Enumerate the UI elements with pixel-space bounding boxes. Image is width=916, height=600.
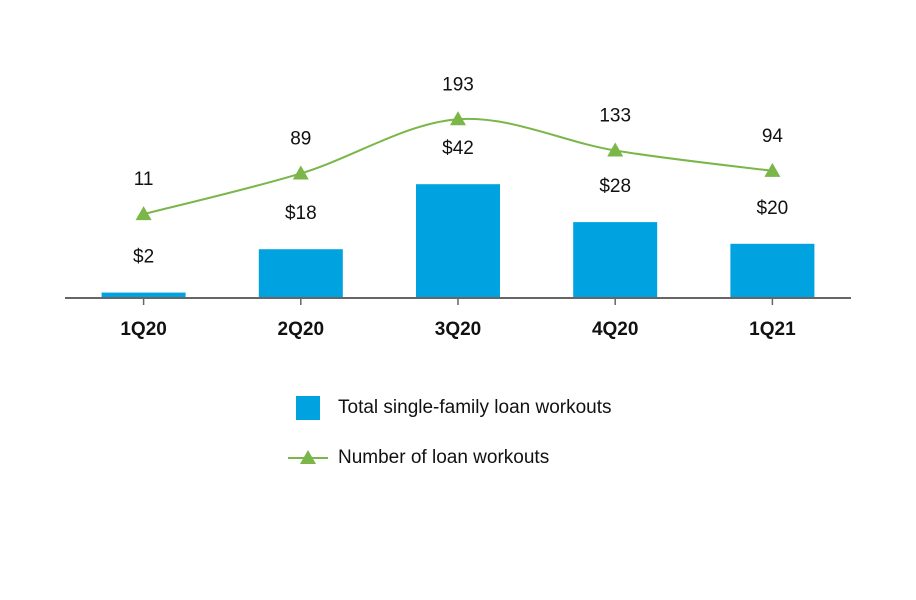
- line-marker: [450, 111, 466, 126]
- legend-marker: [300, 450, 316, 464]
- bar: [573, 222, 658, 298]
- bar-value-label: $18: [285, 203, 317, 224]
- x-tick-label: 1Q20: [120, 319, 166, 340]
- line-value-label: 133: [599, 106, 631, 127]
- bar: [258, 249, 343, 298]
- x-tick-label: 4Q20: [592, 319, 638, 340]
- bar-value-label: $28: [599, 176, 631, 197]
- line-marker: [135, 206, 152, 221]
- line-value-label: 193: [442, 74, 474, 95]
- legend-label: Number of loan workouts: [338, 447, 549, 468]
- line-value-label: 89: [290, 128, 311, 149]
- bar: [730, 243, 815, 298]
- bar-value-label: $20: [757, 198, 789, 219]
- x-tick-label: 1Q21: [749, 319, 796, 340]
- line-marker: [607, 142, 624, 157]
- x-tick-label: 3Q20: [435, 319, 481, 340]
- legend-label: Total single-family loan workouts: [338, 397, 612, 418]
- line-marker: [764, 162, 781, 177]
- bar: [101, 292, 186, 298]
- legend-swatch: [296, 396, 320, 420]
- bar: [416, 184, 500, 298]
- line-marker: [292, 165, 309, 180]
- bar-value-label: $2: [133, 247, 154, 268]
- bar-value-label: $42: [442, 138, 474, 159]
- x-tick-label: 2Q20: [278, 319, 324, 340]
- line-value-label: 11: [134, 169, 154, 190]
- line-value-label: 94: [762, 126, 784, 147]
